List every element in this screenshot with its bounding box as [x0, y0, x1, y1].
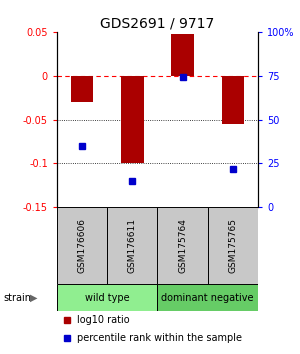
Text: dominant negative: dominant negative — [161, 293, 254, 303]
Bar — [71, 76, 93, 102]
Bar — [121, 76, 144, 163]
Text: log10 ratio: log10 ratio — [77, 315, 130, 325]
Text: wild type: wild type — [85, 293, 130, 303]
Text: percentile rank within the sample: percentile rank within the sample — [77, 333, 242, 343]
Text: GSM175764: GSM175764 — [178, 218, 187, 273]
Bar — [208, 207, 258, 284]
Bar — [107, 207, 158, 284]
Text: ▶: ▶ — [30, 293, 38, 303]
Bar — [57, 284, 158, 311]
Bar — [222, 76, 244, 124]
Bar — [158, 284, 258, 311]
Bar — [57, 207, 107, 284]
Bar — [171, 34, 194, 76]
Text: GSM176611: GSM176611 — [128, 218, 137, 273]
Bar — [158, 207, 208, 284]
Text: GSM175765: GSM175765 — [228, 218, 237, 273]
Text: GSM176606: GSM176606 — [78, 218, 87, 273]
Title: GDS2691 / 9717: GDS2691 / 9717 — [100, 17, 214, 31]
Text: strain: strain — [3, 293, 31, 303]
